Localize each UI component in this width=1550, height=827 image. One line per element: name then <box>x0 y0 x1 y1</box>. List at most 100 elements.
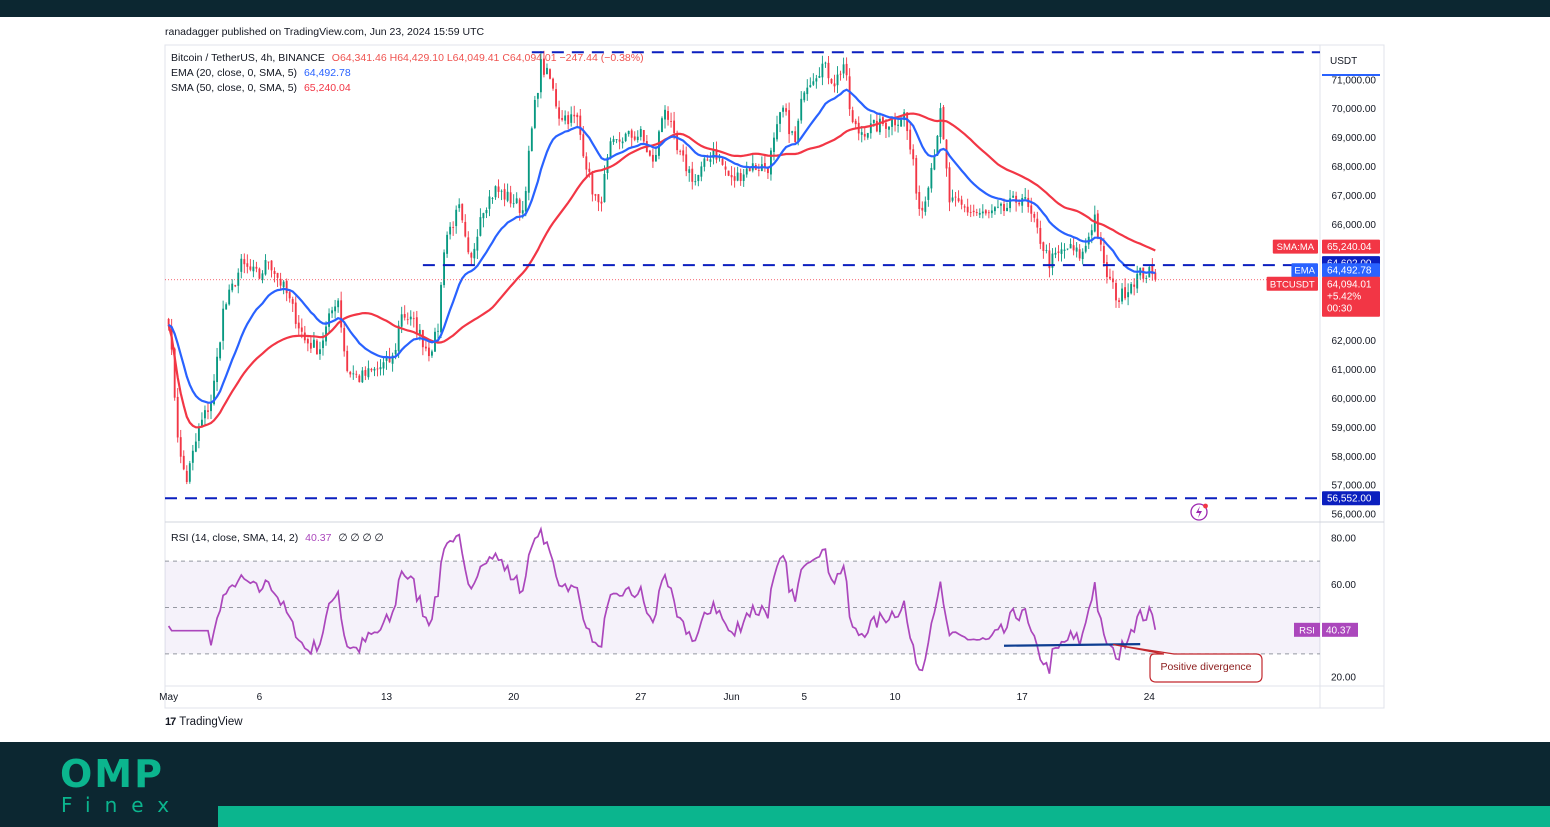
candle <box>685 146 688 177</box>
candle <box>567 111 570 130</box>
candle <box>627 130 630 137</box>
divergence-callout <box>1112 643 1263 683</box>
candle-body <box>367 368 370 378</box>
candle <box>506 183 509 203</box>
candle-body <box>1057 251 1060 253</box>
candle-body <box>509 192 512 204</box>
price-labels: 65,240.04SMA:MA64,602.0064,492.78EMA64,0… <box>1266 239 1380 637</box>
rsi-tick-label: 80.00 <box>1331 533 1356 544</box>
candle-body <box>739 173 742 182</box>
candle-body <box>521 210 524 214</box>
candle-body <box>579 115 582 135</box>
candle-body <box>191 450 194 463</box>
candle <box>367 360 370 380</box>
candle <box>745 161 748 178</box>
candle <box>234 284 237 288</box>
price-chart[interactable]: USDT 56,000.00 57,000.00 58,000.00 59,000.00… <box>0 0 1550 742</box>
candle <box>1127 283 1130 306</box>
candle-body <box>397 325 400 351</box>
candle-body <box>576 114 579 118</box>
ema-label-tag-text: EMA <box>1294 266 1315 277</box>
candle-body <box>1090 230 1093 236</box>
candle-body <box>1072 245 1075 251</box>
candle <box>990 204 993 218</box>
price-tick-label: 61,000.00 <box>1332 365 1377 376</box>
price-tick-label: 62,000.00 <box>1332 336 1377 347</box>
candle <box>1072 237 1075 256</box>
candle-body <box>630 130 633 138</box>
time-tick-label: May <box>159 692 178 703</box>
candle-body <box>234 285 237 287</box>
candle <box>334 299 337 319</box>
symbol-name[interactable]: Bitcoin / TetherUS, 4h, BINANCE <box>171 52 325 64</box>
lightning-icon[interactable] <box>1190 503 1208 521</box>
candle-body <box>440 284 442 333</box>
candle <box>382 356 385 376</box>
candle <box>800 91 803 124</box>
candle-body <box>300 327 303 332</box>
horizontal-levels[interactable] <box>165 51 1320 500</box>
candle-body <box>555 89 557 107</box>
price-tick-label: 60,000.00 <box>1332 394 1377 405</box>
candle-body <box>530 128 533 151</box>
candle <box>709 152 712 168</box>
candle-body <box>954 196 957 198</box>
candle <box>960 195 963 210</box>
candle <box>1112 270 1114 289</box>
rsi-tag-box <box>1294 622 1320 637</box>
candle <box>558 100 561 126</box>
candle-body <box>972 210 975 213</box>
sma-label-text: 65,240.04 <box>1327 242 1372 253</box>
candle-body <box>906 112 909 132</box>
candle <box>361 367 364 384</box>
candle <box>585 152 588 177</box>
candle-body <box>603 173 606 203</box>
price-tick-label: 56,000.00 <box>1332 510 1377 521</box>
candle-body <box>243 259 246 265</box>
candle-body <box>648 150 651 156</box>
candle <box>993 206 996 215</box>
candle <box>1033 211 1036 223</box>
candle-body <box>309 342 312 349</box>
candle-body <box>776 124 778 140</box>
candle-body <box>1130 284 1133 294</box>
candle <box>216 347 218 391</box>
candle-body <box>885 122 887 129</box>
rsi-legend-extra: ∅ ∅ ∅ ∅ <box>338 532 384 544</box>
candle <box>942 105 945 140</box>
candle <box>455 205 458 234</box>
candle-body <box>237 272 240 286</box>
candle-body <box>633 136 636 140</box>
candle-body <box>1105 262 1108 278</box>
candle-body <box>1033 214 1036 218</box>
time-axis[interactable]: May 6 13 20 27 Jun 5 10 17 24 <box>159 692 1155 703</box>
candle <box>933 149 936 171</box>
candle-body <box>561 118 564 120</box>
candle <box>1130 282 1133 295</box>
candle-body <box>615 139 618 141</box>
candle-body <box>1027 197 1030 207</box>
candle <box>760 156 763 172</box>
candle <box>461 203 464 223</box>
top-banner <box>0 0 1550 17</box>
candle-body <box>361 370 364 383</box>
candle-body <box>588 168 591 172</box>
candle-body <box>924 201 927 212</box>
candle-body <box>1009 198 1012 209</box>
candle-body <box>763 163 766 168</box>
candle <box>576 112 579 126</box>
candle <box>1069 238 1072 249</box>
candle-body <box>343 328 346 352</box>
candle-body <box>518 199 521 213</box>
price-axis[interactable]: USDT 56,000.00 57,000.00 58,000.00 59,000.00… <box>1322 56 1380 684</box>
candle <box>1081 248 1084 265</box>
candle-body <box>803 92 806 101</box>
candle <box>1066 248 1069 251</box>
sma-legend[interactable]: SMA (50, close, 0, SMA, 5) 65,240.04 <box>171 82 351 94</box>
candle <box>948 162 951 212</box>
candle <box>921 201 924 219</box>
rsi-legend[interactable]: RSI (14, close, SMA, 14, 2) 40.37 ∅ ∅ ∅ … <box>171 532 384 544</box>
ema-legend[interactable]: EMA (20, close, 0, SMA, 5) 64,492.78 <box>171 67 351 79</box>
tradingview-brand[interactable]: 17 TradingView <box>165 716 243 728</box>
candle <box>782 105 784 118</box>
